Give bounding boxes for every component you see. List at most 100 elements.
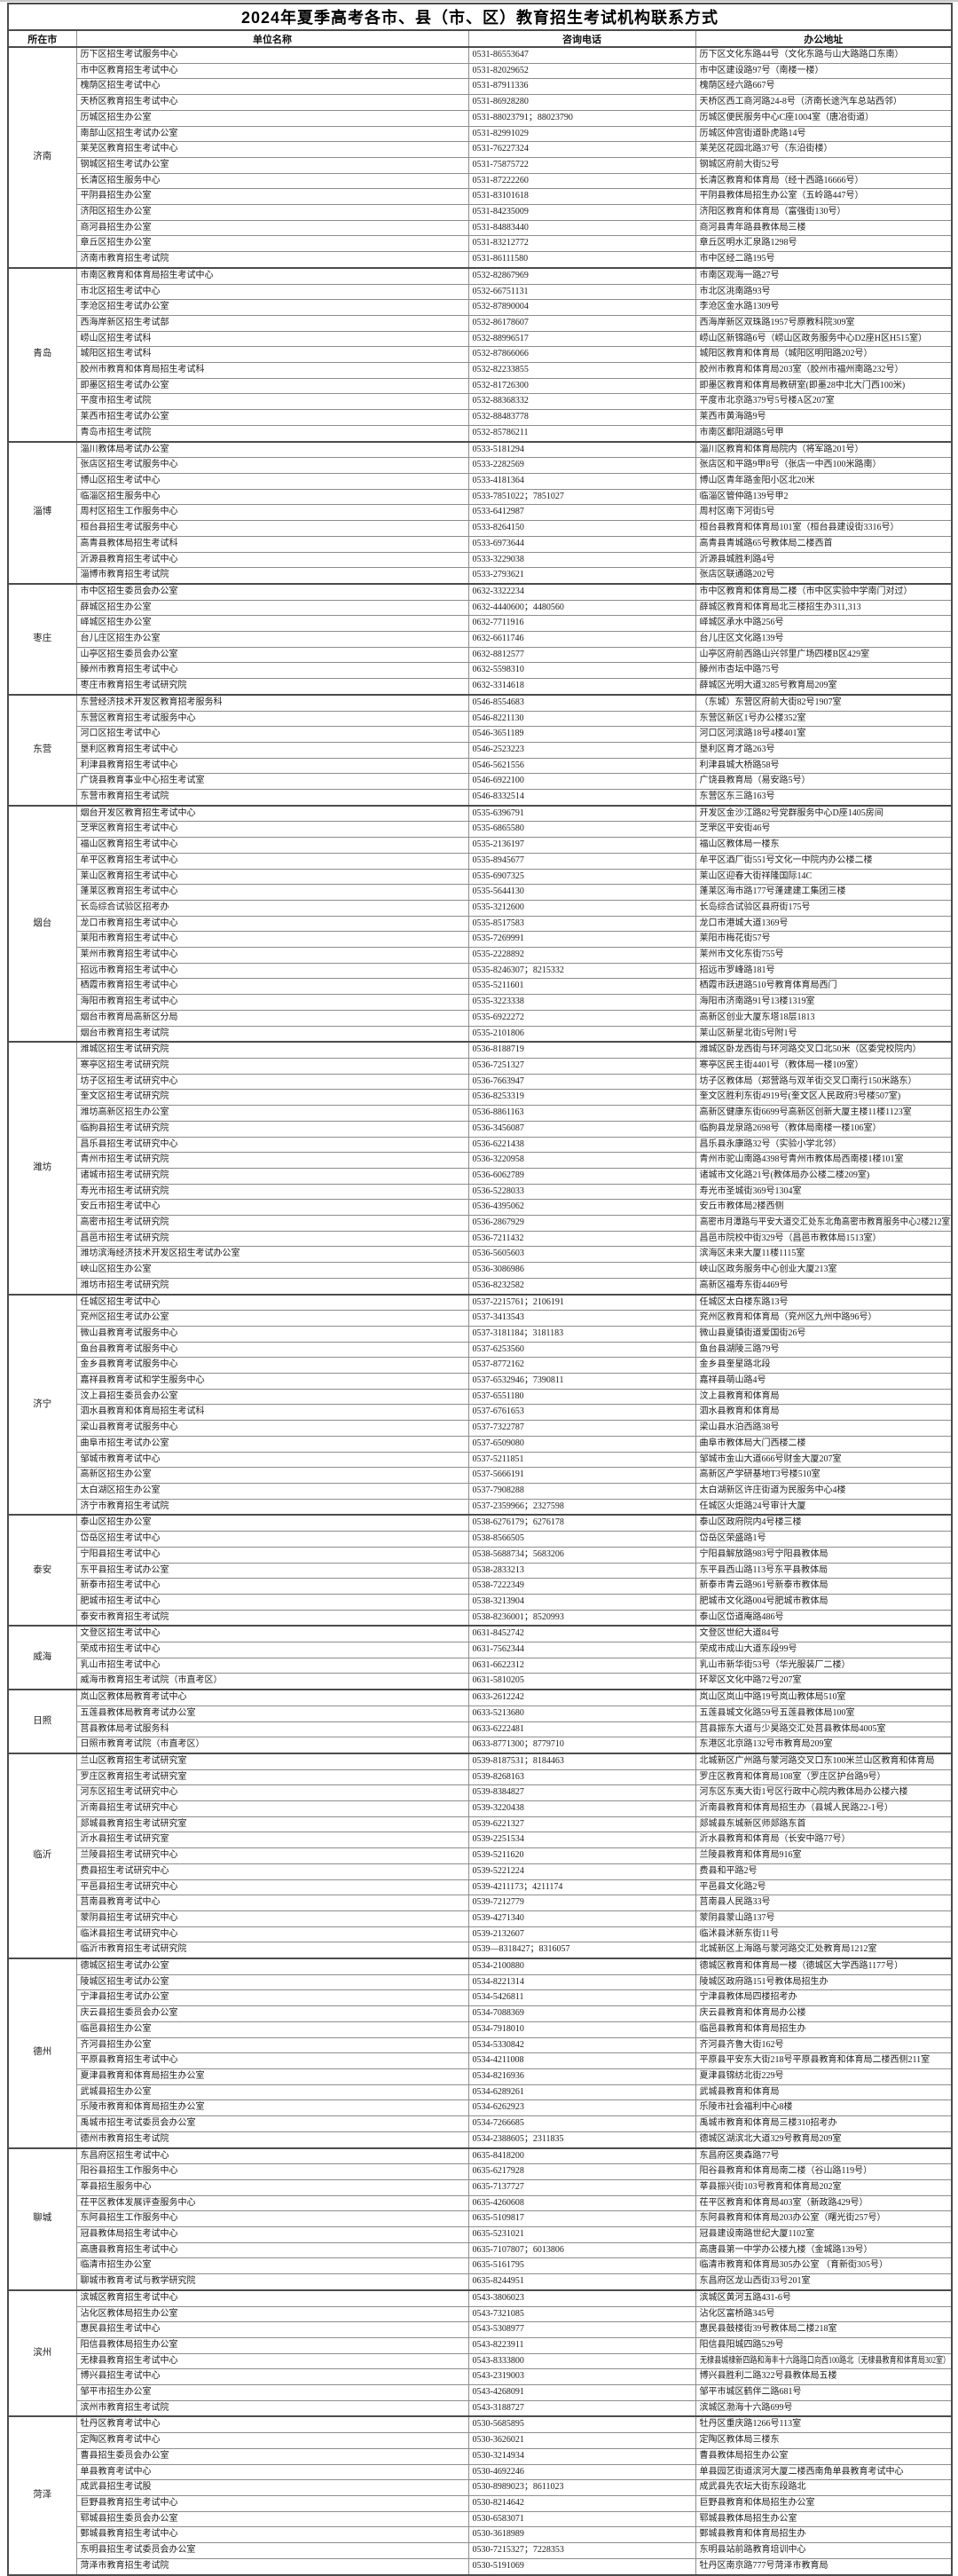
unit-name-cell-text: 牡丹区教育考试中心 (80, 2419, 161, 2430)
unit-name-cell-text: 滨城区教育招生考试中心 (80, 2292, 178, 2303)
unit-name-cell: 桓台县招生考试服务中心 (75, 520, 469, 537)
phone-cell-text: 0533-7851022；7851027 (472, 491, 564, 501)
unit-name-cell: 郓城县招生委员会办公室 (75, 2510, 469, 2528)
address-cell: 市中区教育和体育局二楼（市中区实验中学南门对过） (695, 582, 953, 601)
table-row: 滨州市教育招生考试院 0543-3188727 滨城区渤海十六路699号 (8, 2399, 953, 2417)
address-cell-text: 莱州市文化东街755号 (699, 949, 784, 960)
unit-name-cell-text: 利津县教育招生考试中心 (80, 760, 178, 770)
address-cell: 莘县振兴街103号教育和体育局202室 (695, 2178, 953, 2196)
address-cell: 寒亭区民主街4401号（教体局一楼109室） (695, 1058, 953, 1075)
address-cell: 莱阳市梅花街57号 (695, 931, 953, 949)
unit-name-cell-text: 栖霞市教育招生考试中心 (80, 981, 178, 991)
phone-cell-text: 0536-5228033 (472, 1186, 524, 1196)
unit-name-cell: 莱州市教育招生考试中心 (75, 947, 469, 964)
phone-cell-text: 0535-6922272 (472, 1012, 524, 1022)
address-cell: 张店区联通路202号 (695, 567, 953, 585)
address-cell-text: 天桥区西工商河路24-8号（济南长途汽车总站西邻） (699, 97, 902, 107)
table-row: 平度市招生考试院 0532-88368332 平度市北京路379号5号楼A区207室 (8, 393, 953, 411)
phone-cell-text: 0534-2388605；2311835 (472, 2133, 564, 2144)
unit-name-cell: 潍坊市招生考试研究院 (75, 1277, 469, 1296)
phone-cell-text: 0531-88023791；88023790 (472, 112, 573, 122)
unit-name-cell-text: 庆云县招生委员会办公室 (80, 2008, 178, 2019)
address-cell-text: 东昌府区龙山西街33号201室 (699, 2276, 811, 2287)
phone-cell: 0535-3223338 (467, 994, 696, 1011)
phone-cell: 0539-3220438 (467, 1800, 696, 1817)
address-cell: 长岛综合试验区县府街175号 (695, 899, 953, 917)
phone-cell: 0535-5211601 (467, 978, 696, 996)
unit-name-cell: 夏津县教育和体育局招生办公室 (75, 2068, 469, 2085)
unit-name-cell: 平阴县招生办公室 (75, 188, 469, 206)
table-row: 沂南县招生考试研究中心 0539-3220438 沂南县教育和体育局招生办（县城人民… (8, 1800, 953, 1817)
phone-cell-text: 0546-3651189 (472, 729, 524, 739)
unit-name-cell: 兰陵县招生考试研究中心 (75, 1847, 469, 1864)
address-cell: 平邑县文化路2号 (695, 1879, 953, 1896)
phone-cell-text: 0536-4395062 (472, 1201, 524, 1212)
phone-cell-text: 0533-6973644 (472, 538, 524, 548)
table-row: 阳信县教体局招生办公室 0543-8223911 阳信县阳城四路529号 (8, 2336, 953, 2354)
phone-cell-text: 0533-2282569 (472, 460, 524, 470)
table-row: 茌平区教体发展评查服务中心 0635-4260608 茌平区教育和体育局403室（新… (8, 2194, 953, 2212)
phone-cell-text: 0536-3220958 (472, 1154, 524, 1165)
phone-cell-text: 0538-6276179；6276178 (472, 1517, 564, 1528)
phone-cell: 0532-82233855 (467, 362, 696, 379)
address-cell-text: 莱山区新星北街5号附1号 (699, 1028, 797, 1038)
address-cell-text: 岚山区岚山中路19号岚山教体局510室 (699, 1692, 846, 1703)
phone-cell: 0530-3214934 (467, 2447, 696, 2465)
phone-cell-text: 0533-5181294 (472, 444, 524, 454)
address-cell: 任城区火炬路24号审计大厦 (695, 1498, 953, 1516)
phone-cell: 0537-6551180 (467, 1388, 696, 1406)
address-cell: 市中区经二路195号 (695, 251, 953, 269)
table-row: 宁津县招生考试办公室 0534-5426811 宁津县教体局四楼招考办 (8, 1989, 953, 2007)
phone-cell: 0539-8384827 (467, 1784, 696, 1802)
unit-name-cell: 莘县招生服务中心 (75, 2178, 469, 2196)
address-cell-text: 河东区东夷大街1号区行政中心院内教体局办公楼六楼 (699, 1787, 908, 1798)
phone-cell-text: 0631-8452742 (472, 1628, 524, 1639)
phone-cell: 0546-8332514 (467, 789, 696, 807)
address-cell: 滨城区黄河五路431-6号 (695, 2288, 953, 2307)
phone-cell: 0534-8221314 (467, 1973, 696, 1991)
address-cell-text: 临朐县龙泉路2698号（教体局南楼一楼106室） (699, 1123, 882, 1133)
address-cell-text: 荣成市成山大道东段99号 (699, 1644, 797, 1655)
phone-cell: 0546-6922100 (467, 773, 696, 791)
phone-cell: 0533-2282569 (467, 457, 696, 474)
address-cell: 奎文区胜利东街4919号(奎文区人民政府3号楼507室) (695, 1089, 953, 1107)
phone-cell: 0532-87890004 (467, 299, 696, 316)
unit-name-cell: 城阳区招生考试科 (75, 346, 469, 364)
address-cell-text: 周村区南下河街5号 (699, 507, 775, 517)
unit-name-cell: 潍城区招生考试研究院 (75, 1041, 469, 1060)
unit-name-cell: 泗水县教育和体育局招生考试科 (75, 1404, 469, 1422)
unit-name-cell-text: 梁山县教育考试服务中心 (80, 1422, 178, 1433)
phone-cell: 0531-86553647 (467, 45, 696, 64)
unit-name-cell: 莒县教体局考试服务科 (75, 1721, 469, 1738)
unit-name-cell-text: 郯城县教育招生考试研究室 (80, 1818, 187, 1829)
city-cell: 聊城 (7, 2147, 77, 2291)
phone-cell-text: 0537-7908288 (472, 1485, 524, 1495)
table-row: 肥城市招生考试中心 0538-3213904 肥城市文化路004号肥城市教体局 (8, 1593, 953, 1611)
phone-cell: 0530-7215327；7228353 (467, 2542, 696, 2559)
address-cell-text: 五莲县城文化路59号五莲县教体局100室 (699, 1707, 855, 1718)
address-cell-text: 招远市罗峰路181号 (699, 965, 775, 975)
unit-name-cell-text: 蒙阴县招生考试研究中心 (80, 1912, 178, 1923)
address-cell: 庆云县教育和体育局办公楼 (695, 2005, 953, 2022)
phone-cell-text: 0530-8214642 (472, 2497, 524, 2508)
unit-name-cell-text: 平阴县招生办公室 (80, 191, 152, 201)
phone-cell: 0531-86928280 (467, 94, 696, 111)
table-row: 芝罘区教育招生考试中心 0535-6865580 芝罘区平安街46号 (8, 821, 953, 839)
phone-cell-text: 0543-3806023 (472, 2292, 524, 2303)
phone-cell: 0533-8264150 (467, 520, 696, 537)
phone-cell: 0533-5181294 (467, 440, 696, 459)
unit-name-cell: 东营区教育招生考试服务中心 (75, 710, 469, 728)
table-row: 台儿庄区招生办公室 0632-6611746 台儿庄区文化路139号 (8, 631, 953, 648)
table-row: 李沧区招生考试办公室 0532-87890004 李沧区金水路1309号 (8, 299, 953, 316)
phone-cell-text: 0533-6412987 (472, 507, 524, 517)
unit-name-cell-text: 沂源县教育招生考试中心 (80, 554, 178, 564)
unit-name-cell: 烟台市教育局高新区分局 (75, 1009, 469, 1027)
address-cell-text: 莱山区迎春大街祥隆国际14C (699, 870, 813, 881)
address-cell: 岚山区岚山中路19号岚山教体局510室 (695, 1689, 953, 1706)
address-cell: 峡山区政务服务中心创业大厦213室 (695, 1262, 953, 1279)
phone-cell-text: 0531-82991029 (472, 128, 529, 138)
address-cell: 荣成市成山大道东段99号 (695, 1642, 953, 1658)
table-row: 奎文区招生考试研究院 0536-8253319 奎文区胜利东街4919号(奎文区人民… (8, 1089, 953, 1107)
phone-cell: 0533-6973644 (467, 535, 696, 553)
table-row: 潍坊滨海经济技术开发区招生考试办公室 0536-5605603 滨海区未来大厦11楼… (8, 1246, 953, 1264)
